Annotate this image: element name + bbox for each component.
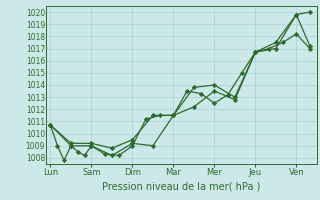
X-axis label: Pression niveau de la mer( hPa ): Pression niveau de la mer( hPa ) [102, 181, 261, 191]
